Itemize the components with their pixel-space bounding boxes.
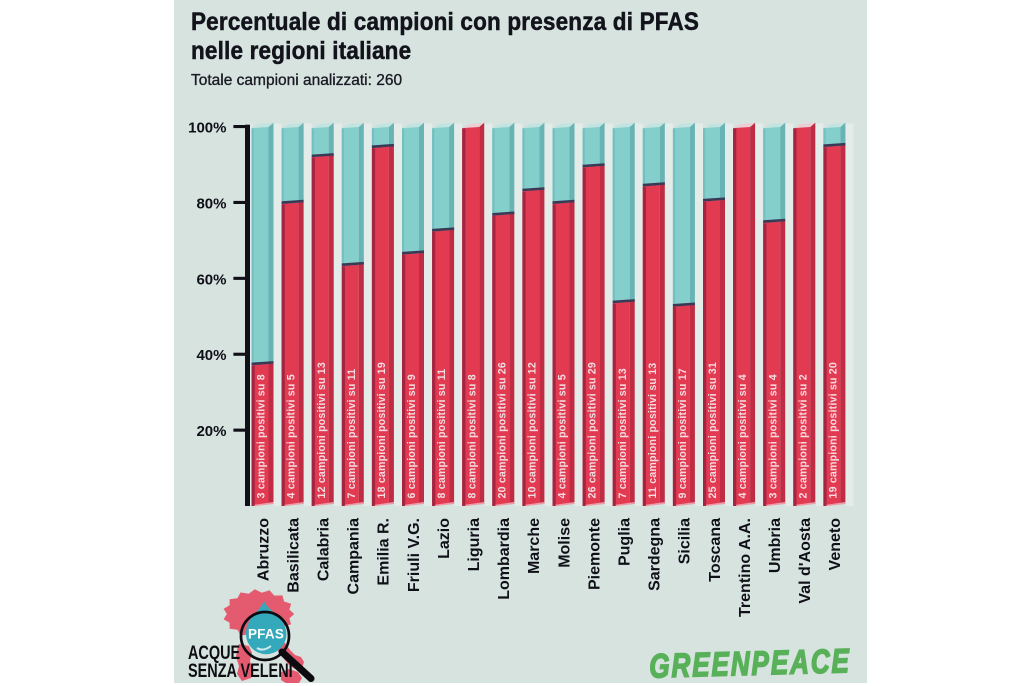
svg-text:20 campioni positivi su 26: 20 campioni positivi su 26 [496, 362, 508, 499]
svg-text:Veneto: Veneto [827, 518, 844, 571]
svg-text:8 campioni positivi su 11: 8 campioni positivi su 11 [436, 369, 448, 499]
svg-text:Liguria: Liguria [466, 518, 483, 571]
svg-text:3 campioni positivi su 8: 3 campioni positivi su 8 [256, 374, 268, 498]
svg-text:7 campioni positivi su 13: 7 campioni positivi su 13 [617, 368, 629, 498]
svg-text:4 campioni positivi su 5: 4 campioni positivi su 5 [286, 374, 298, 498]
svg-text:4 campioni positivi su 5: 4 campioni positivi su 5 [557, 374, 569, 498]
svg-text:Puglia: Puglia [617, 518, 634, 566]
svg-text:2 campioni positivi su 2: 2 campioni positivi su 2 [797, 374, 809, 498]
svg-text:7 campioni positivi su 11: 7 campioni positivi su 11 [346, 369, 358, 499]
svg-text:18 campioni positivi su 19: 18 campioni positivi su 19 [376, 362, 388, 499]
svg-text:100%: 100% [188, 120, 226, 137]
svg-text:9 campioni positivi su 17: 9 campioni positivi su 17 [677, 368, 689, 498]
svg-text:Umbria: Umbria [767, 518, 784, 573]
svg-text:4 campioni positivi su 4: 4 campioni positivi su 4 [737, 374, 749, 498]
svg-text:Sardegna: Sardegna [647, 518, 664, 591]
svg-text:Piemonte: Piemonte [586, 518, 603, 590]
svg-text:Trentino A.A.: Trentino A.A. [737, 518, 754, 617]
svg-text:Campania: Campania [346, 518, 363, 595]
svg-text:Marche: Marche [526, 518, 543, 574]
svg-text:12 campioni positivi su 13: 12 campioni positivi su 13 [316, 362, 328, 499]
svg-text:Friuli V.G.: Friuli V.G. [406, 518, 423, 592]
svg-text:Basilicata: Basilicata [285, 518, 302, 593]
svg-text:40%: 40% [196, 347, 226, 364]
svg-text:6 campioni positivi su 9: 6 campioni positivi su 9 [406, 374, 418, 498]
svg-text:Sicilia: Sicilia [677, 518, 694, 564]
svg-text:26 campioni positivi su 29: 26 campioni positivi su 29 [587, 362, 599, 499]
svg-text:Lombardia: Lombardia [496, 518, 513, 600]
svg-text:Molise: Molise [556, 518, 573, 568]
svg-text:3 campioni positivi su 4: 3 campioni positivi su 4 [767, 374, 779, 498]
svg-text:80%: 80% [196, 195, 226, 212]
svg-text:60%: 60% [196, 271, 226, 288]
svg-text:19 campioni positivi su 20: 19 campioni positivi su 20 [828, 362, 840, 499]
svg-text:20%: 20% [196, 423, 226, 440]
svg-text:10 campioni positivi su 12: 10 campioni positivi su 12 [527, 362, 539, 499]
svg-text:8 campioni positivi su 8: 8 campioni positivi su 8 [466, 374, 478, 498]
svg-text:Emilia R.: Emilia R. [376, 518, 393, 586]
svg-text:Val d'Aosta: Val d'Aosta [797, 518, 814, 604]
svg-text:Toscana: Toscana [707, 518, 724, 582]
svg-text:PFAS: PFAS [248, 627, 284, 642]
svg-text:11 campioni positivi su 13: 11 campioni positivi su 13 [647, 363, 659, 499]
svg-text:25 campioni positivi su 31: 25 campioni positivi su 31 [707, 362, 719, 499]
svg-text:Lazio: Lazio [436, 518, 453, 559]
svg-text:Calabria: Calabria [316, 518, 333, 581]
svg-text:Abruzzo: Abruzzo [255, 518, 272, 581]
